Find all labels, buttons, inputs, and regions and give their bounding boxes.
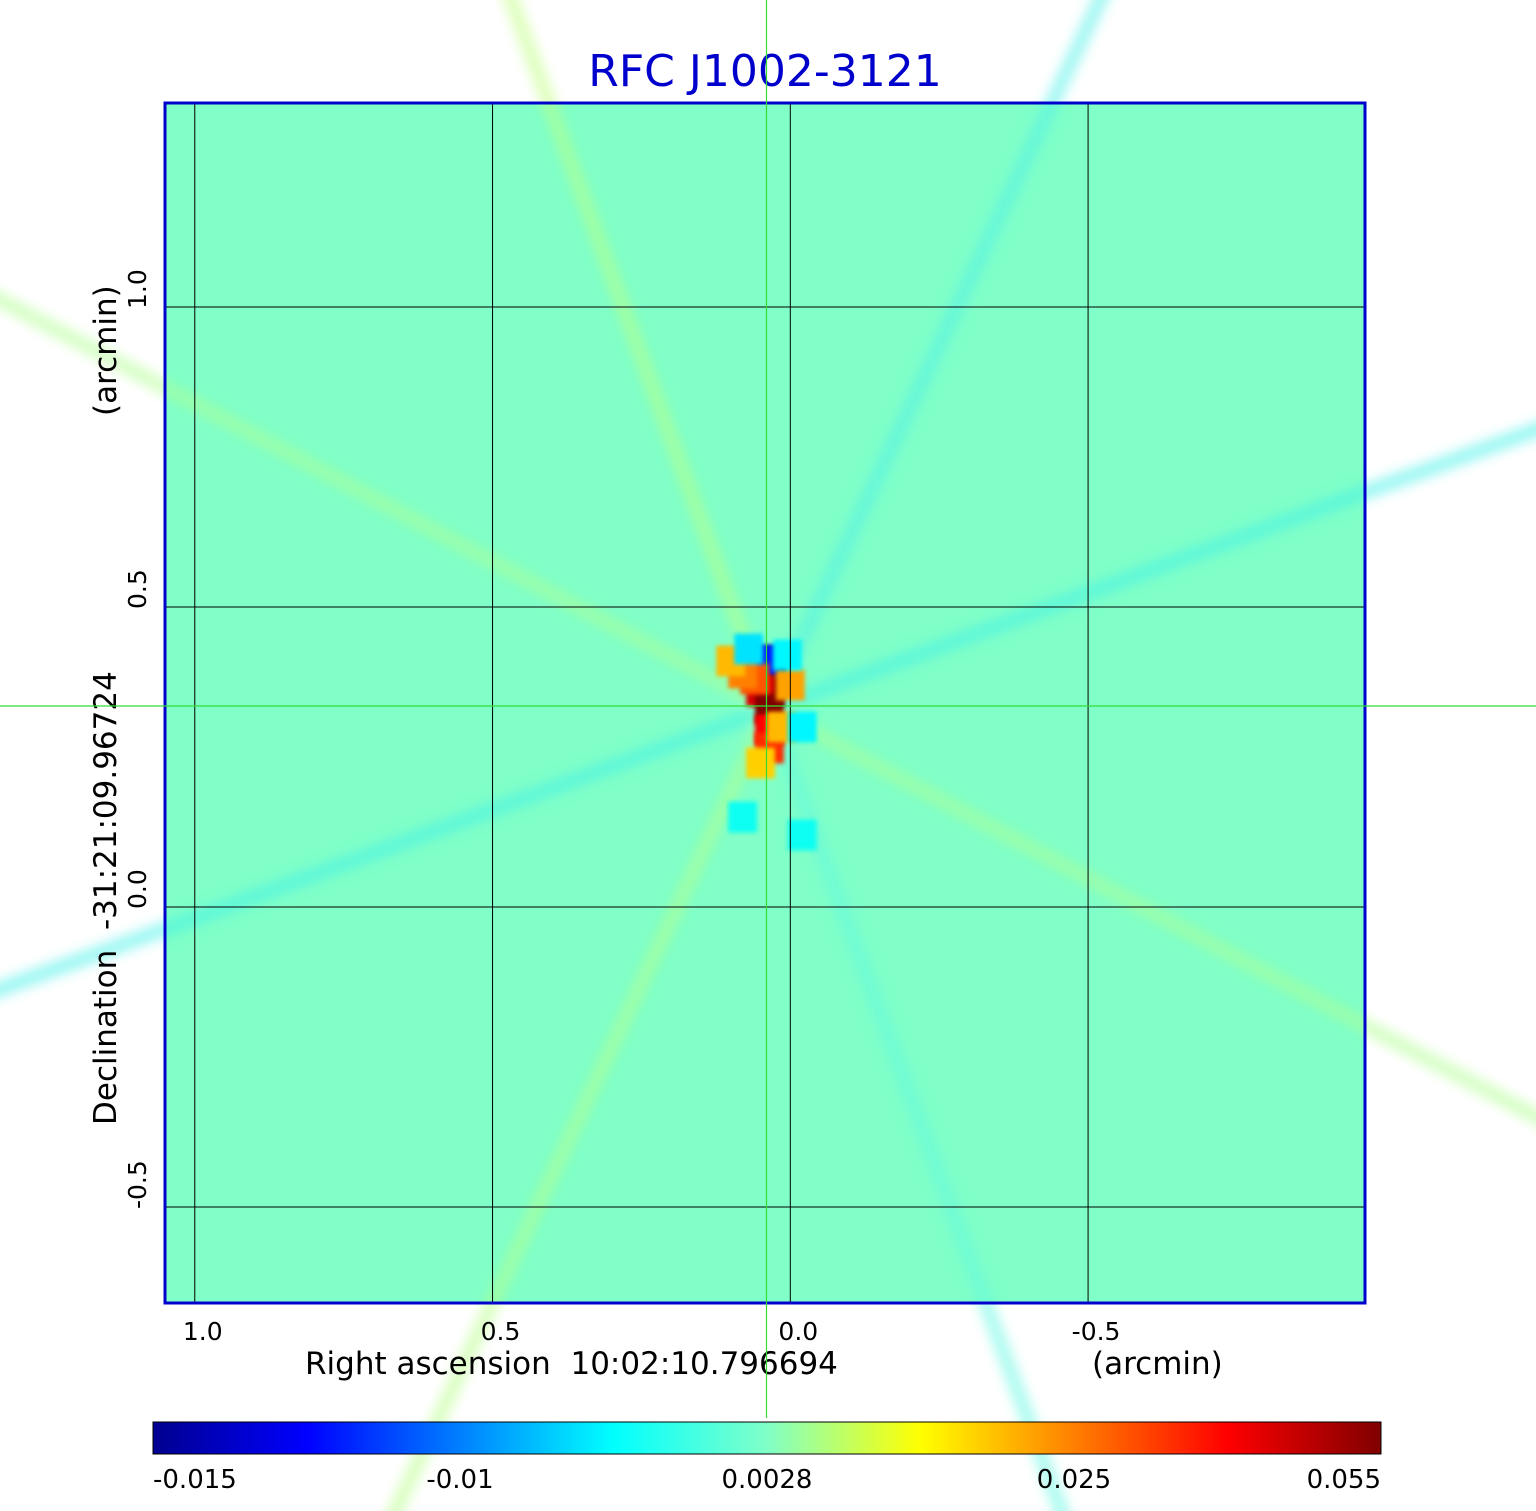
image-frame	[163, 101, 1367, 1305]
sidelobe-streak	[0, 702, 772, 997]
coordinate-grid	[165, 103, 1365, 1303]
sidelobe-streak	[387, 706, 776, 1511]
sidelobe-streak	[763, 0, 1108, 712]
sidelobe-streak	[0, 291, 773, 716]
sidelobe-streak	[766, 702, 1536, 1125]
sidelobe-streak	[767, 422, 1536, 716]
colorbar-tick-label: 0.025	[1037, 1465, 1111, 1495]
y-tick-label: -0.5	[123, 1160, 152, 1209]
colorbar: -0.015 -0.01 0.0028 0.025 0.055	[152, 1421, 1382, 1495]
source-pixel	[787, 711, 817, 743]
x-tick-labels: 1.0 0.5 0.0 -0.5	[183, 1317, 1121, 1346]
colorbar-tick-label: 0.055	[1307, 1465, 1381, 1495]
source-pixel	[787, 819, 817, 851]
colorbar-tick-label: -0.01	[426, 1465, 493, 1495]
x-axis-label: Right ascension 10:02:10.796694	[305, 1346, 838, 1382]
source-pixel	[772, 639, 802, 671]
colorbar-tick-label: -0.015	[153, 1465, 237, 1495]
y-tick-label: 0.0	[123, 869, 152, 909]
y-tick-label: 0.5	[123, 569, 152, 609]
colorbar-tick-labels: -0.015 -0.01 0.0028 0.025 0.055	[153, 1465, 1381, 1495]
x-tick-label: 0.0	[778, 1317, 818, 1346]
source-pixel	[734, 633, 764, 665]
source-pixels	[716, 633, 817, 851]
colorbar-tick-label: 0.0028	[722, 1465, 813, 1495]
y-axis-unit: (arcmin)	[88, 285, 124, 416]
x-tick-label: -0.5	[1072, 1317, 1121, 1346]
source-pixel	[728, 801, 758, 833]
crosshair	[0, 0, 1536, 1418]
sidelobe-streak	[503, 0, 777, 712]
sidelobe-streak	[762, 706, 1069, 1511]
chart-title: RFC J1002-3121	[588, 46, 941, 97]
y-tick-label: 1.0	[123, 269, 152, 309]
x-axis-unit: (arcmin)	[1092, 1346, 1223, 1382]
y-tick-labels: 1.0 0.5 0.0 -0.5	[123, 269, 152, 1209]
y-axis-label: Declination -31:21:09.96724	[88, 671, 124, 1125]
colorbar-gradient	[152, 1421, 1382, 1455]
x-tick-label: 0.5	[481, 1317, 521, 1346]
source-pixel	[746, 747, 775, 779]
x-tick-label: 1.0	[183, 1317, 223, 1346]
